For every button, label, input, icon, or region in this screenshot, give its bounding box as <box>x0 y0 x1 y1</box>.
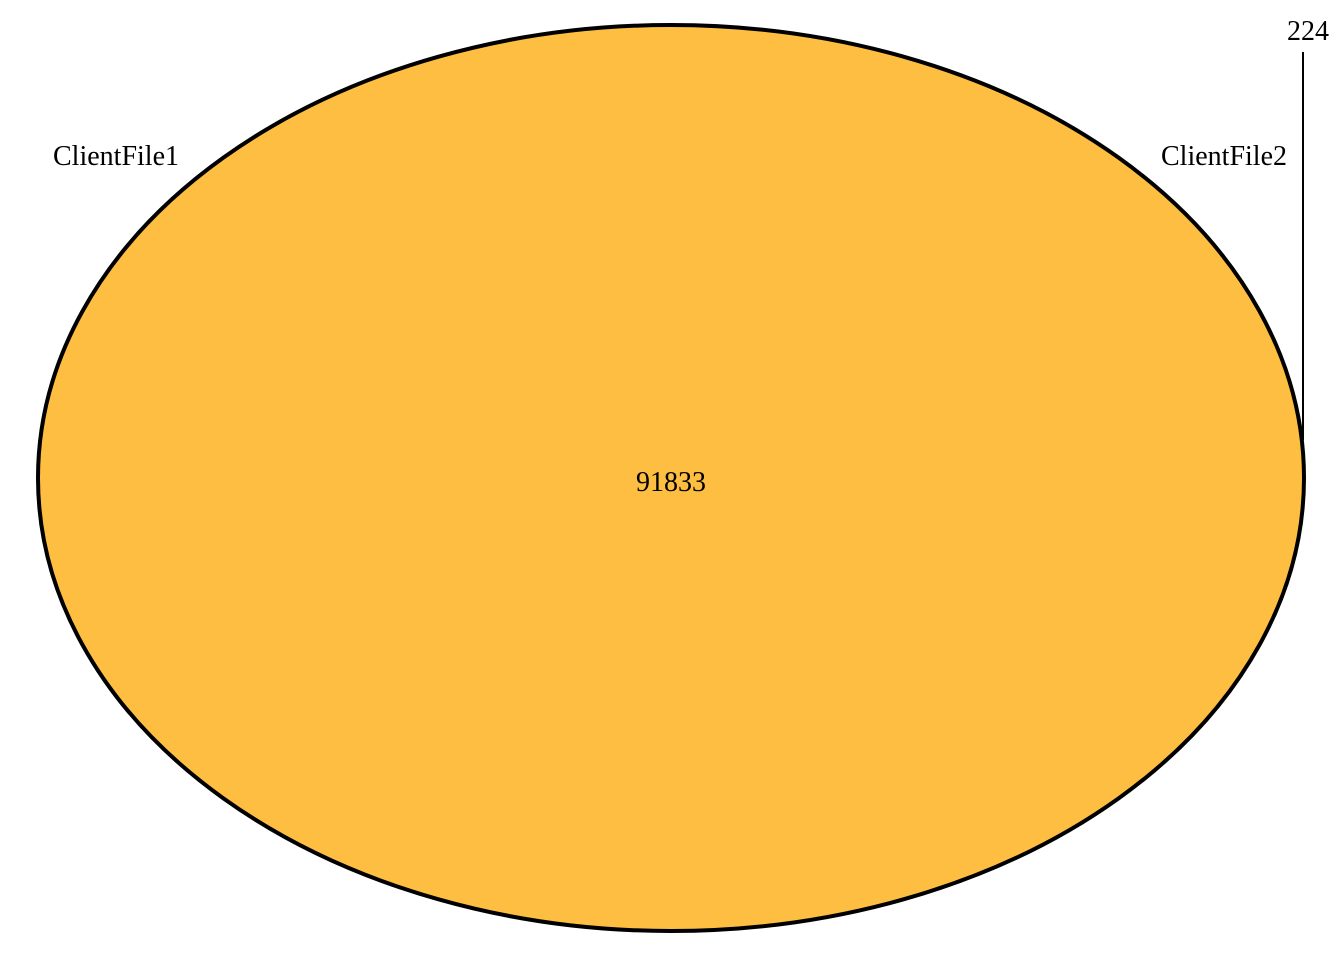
outside-count: 224 <box>1287 16 1329 47</box>
intersection-count: 91833 <box>636 467 706 498</box>
set-label-clientfile1: ClientFile1 <box>53 141 179 172</box>
set-label-clientfile2: ClientFile2 <box>1161 141 1287 172</box>
